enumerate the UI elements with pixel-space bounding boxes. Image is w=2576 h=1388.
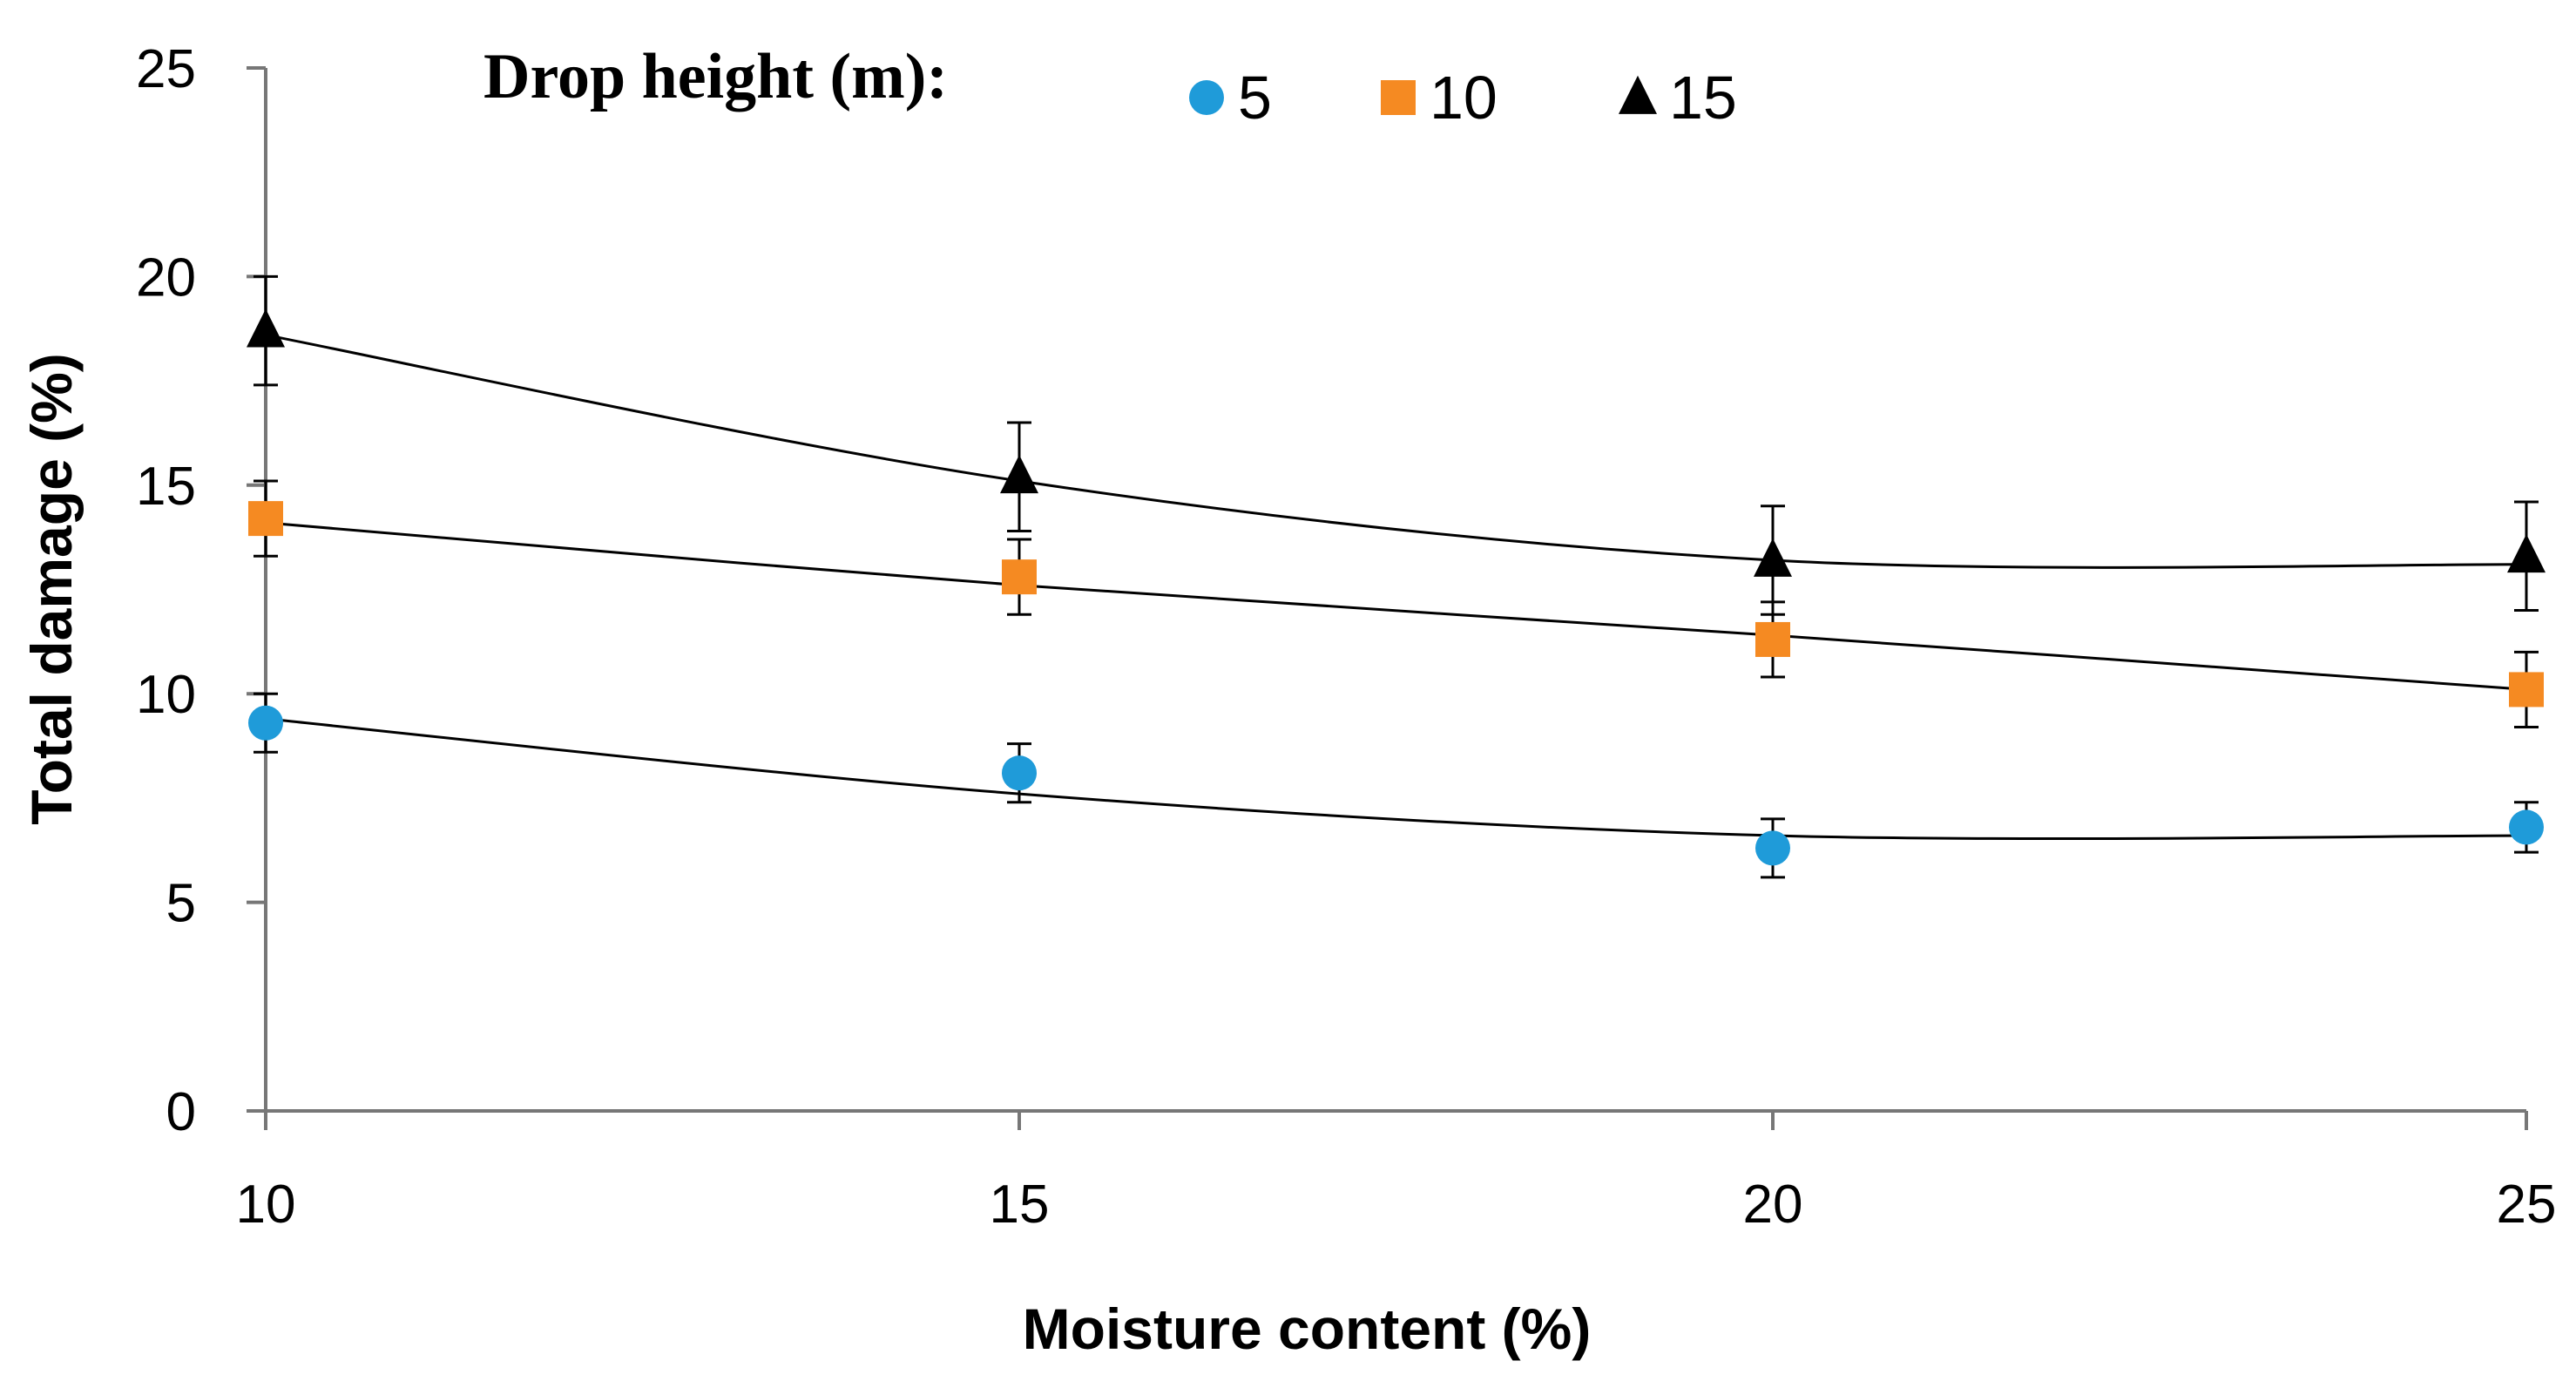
data-point-15 bbox=[1000, 455, 1038, 494]
x-axis-title: Moisture content (%) bbox=[1023, 1297, 1592, 1361]
trendline-15 bbox=[265, 333, 2527, 569]
error-bars bbox=[254, 274, 2539, 879]
data-point-5 bbox=[248, 705, 283, 741]
y-tick-label: 5 bbox=[166, 874, 196, 934]
y-tick-label: 10 bbox=[136, 665, 196, 725]
legend-label-15: 15 bbox=[1669, 64, 1737, 132]
data-point-10 bbox=[1755, 621, 1790, 657]
data-point-5 bbox=[1002, 755, 1037, 791]
x-tick-label: 15 bbox=[990, 1175, 1050, 1235]
data-point-10 bbox=[2509, 672, 2544, 708]
axes: 0 5 10 15 20 25 10 15 20 25 bbox=[136, 39, 2556, 1235]
data-point-15 bbox=[1754, 538, 1792, 577]
data-point-5 bbox=[1755, 830, 1790, 866]
x-ticks: 10 15 20 25 bbox=[236, 1111, 2557, 1235]
legend-items: 5 10 15 bbox=[1189, 64, 1737, 132]
legend-label-10: 10 bbox=[1430, 64, 1498, 132]
y-tick-label: 0 bbox=[166, 1082, 196, 1142]
y-tick-label: 20 bbox=[136, 247, 196, 308]
x-tick-label: 25 bbox=[2497, 1175, 2557, 1235]
legend-marker-15 bbox=[1619, 75, 1657, 114]
data-point-5 bbox=[2509, 809, 2544, 845]
y-tick-label: 15 bbox=[136, 457, 196, 517]
trendlines bbox=[265, 333, 2527, 841]
data-point-10 bbox=[1002, 559, 1037, 595]
data-point-15 bbox=[247, 308, 285, 348]
y-axis-title: Total damage (%) bbox=[19, 353, 84, 825]
trendline-5 bbox=[265, 717, 2527, 841]
data-markers bbox=[247, 308, 2546, 866]
data-point-10 bbox=[248, 501, 283, 537]
data-point-15 bbox=[2507, 533, 2546, 573]
x-tick-label: 10 bbox=[236, 1175, 296, 1235]
legend: Drop height (m): 5 10 15 bbox=[483, 41, 1737, 132]
trendline-10 bbox=[265, 521, 2527, 691]
legend-marker-10 bbox=[1381, 80, 1416, 115]
y-tick-label: 25 bbox=[136, 39, 196, 99]
legend-label-5: 5 bbox=[1238, 64, 1272, 132]
y-ticks: 0 5 10 15 20 25 bbox=[136, 39, 266, 1142]
x-tick-label: 20 bbox=[1743, 1175, 1803, 1235]
legend-title: Drop height (m): bbox=[483, 41, 948, 112]
legend-marker-5 bbox=[1189, 80, 1224, 115]
